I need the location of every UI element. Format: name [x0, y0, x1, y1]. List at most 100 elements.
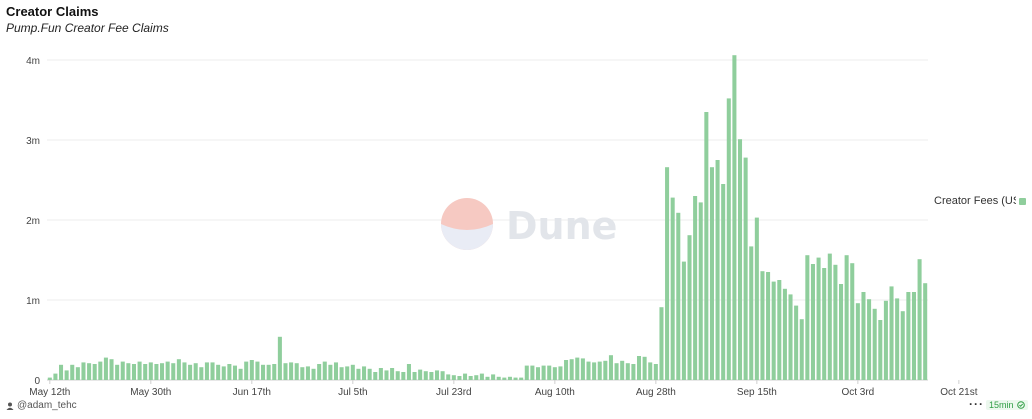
bar[interactable]	[575, 357, 580, 380]
bar[interactable]	[81, 362, 86, 380]
bar[interactable]	[485, 376, 490, 380]
bar[interactable]	[749, 246, 754, 380]
bar[interactable]	[653, 364, 658, 380]
bar[interactable]	[502, 377, 507, 380]
bar[interactable]	[687, 235, 692, 380]
bar[interactable]	[614, 363, 619, 380]
bar[interactable]	[760, 271, 765, 380]
bar[interactable]	[277, 336, 282, 380]
bar[interactable]	[143, 364, 148, 380]
bar[interactable]	[199, 367, 204, 380]
bar[interactable]	[210, 362, 215, 380]
bar[interactable]	[799, 319, 804, 380]
bar[interactable]	[794, 305, 799, 380]
bar[interactable]	[810, 264, 815, 380]
bar[interactable]	[839, 284, 844, 380]
bar[interactable]	[328, 364, 333, 380]
bar[interactable]	[115, 364, 120, 380]
bar[interactable]	[771, 281, 776, 380]
bar[interactable]	[390, 368, 395, 380]
bar[interactable]	[423, 371, 428, 380]
bar[interactable]	[822, 268, 827, 380]
bar[interactable]	[732, 55, 737, 380]
bar[interactable]	[418, 369, 423, 380]
bar[interactable]	[923, 283, 928, 380]
bar[interactable]	[451, 375, 456, 380]
bar[interactable]	[665, 167, 670, 380]
bar[interactable]	[782, 288, 787, 380]
bar[interactable]	[412, 372, 417, 380]
bar[interactable]	[580, 358, 585, 380]
bar[interactable]	[59, 364, 64, 380]
bar[interactable]	[232, 365, 237, 380]
bar[interactable]	[137, 361, 142, 380]
bar[interactable]	[844, 255, 849, 380]
bar[interactable]	[721, 184, 726, 380]
bar[interactable]	[642, 356, 647, 380]
bar[interactable]	[176, 359, 181, 380]
bar[interactable]	[608, 355, 613, 380]
bar[interactable]	[681, 261, 686, 380]
bar[interactable]	[261, 364, 266, 380]
bar[interactable]	[833, 264, 838, 380]
bar[interactable]	[625, 363, 630, 380]
bar[interactable]	[519, 377, 524, 380]
bar[interactable]	[524, 365, 529, 380]
author-link[interactable]: @adam_tehc	[6, 400, 77, 411]
bar[interactable]	[659, 307, 664, 380]
bar[interactable]	[479, 373, 484, 380]
bar[interactable]	[300, 367, 305, 380]
bar[interactable]	[738, 139, 743, 380]
bar[interactable]	[356, 368, 361, 380]
bar[interactable]	[249, 360, 254, 380]
bar[interactable]	[552, 367, 557, 380]
bar[interactable]	[636, 356, 642, 380]
bar[interactable]	[726, 98, 731, 381]
bar[interactable]	[188, 364, 193, 380]
bar[interactable]	[788, 294, 793, 380]
bar[interactable]	[266, 364, 271, 380]
bar[interactable]	[171, 363, 176, 380]
bar[interactable]	[70, 364, 75, 380]
bar[interactable]	[305, 366, 310, 380]
bar[interactable]	[670, 197, 675, 380]
bar[interactable]	[395, 371, 400, 380]
bar[interactable]	[47, 377, 52, 380]
bar[interactable]	[867, 299, 872, 380]
bar[interactable]	[861, 292, 866, 380]
bar[interactable]	[709, 167, 714, 380]
bar[interactable]	[917, 259, 922, 380]
bar[interactable]	[401, 372, 406, 380]
bar[interactable]	[586, 361, 591, 380]
bar[interactable]	[883, 300, 888, 380]
bar[interactable]	[221, 366, 226, 380]
bar[interactable]	[148, 362, 153, 380]
bar[interactable]	[255, 361, 260, 380]
bar[interactable]	[564, 360, 569, 380]
bar[interactable]	[317, 364, 322, 380]
bar[interactable]	[468, 376, 473, 380]
bar[interactable]	[906, 292, 911, 380]
bar[interactable]	[109, 359, 114, 380]
bar[interactable]	[693, 196, 698, 380]
bar[interactable]	[227, 364, 232, 380]
bar[interactable]	[204, 362, 209, 380]
bar[interactable]	[238, 368, 243, 380]
bar[interactable]	[283, 363, 288, 380]
bar[interactable]	[754, 217, 759, 380]
legend[interactable]: Creator Fees (USD)	[934, 195, 1032, 207]
bar[interactable]	[75, 367, 80, 380]
bar[interactable]	[547, 365, 552, 380]
bar[interactable]	[558, 366, 563, 380]
bar[interactable]	[126, 363, 131, 380]
refresh-badge[interactable]: 15min	[986, 400, 1028, 410]
bar[interactable]	[103, 357, 108, 380]
bar[interactable]	[160, 363, 165, 380]
bar[interactable]	[535, 367, 541, 380]
bar[interactable]	[333, 362, 339, 380]
bar[interactable]	[434, 370, 440, 380]
bar[interactable]	[698, 202, 703, 380]
bar[interactable]	[339, 367, 344, 380]
bar[interactable]	[743, 157, 748, 380]
bar[interactable]	[530, 365, 535, 380]
